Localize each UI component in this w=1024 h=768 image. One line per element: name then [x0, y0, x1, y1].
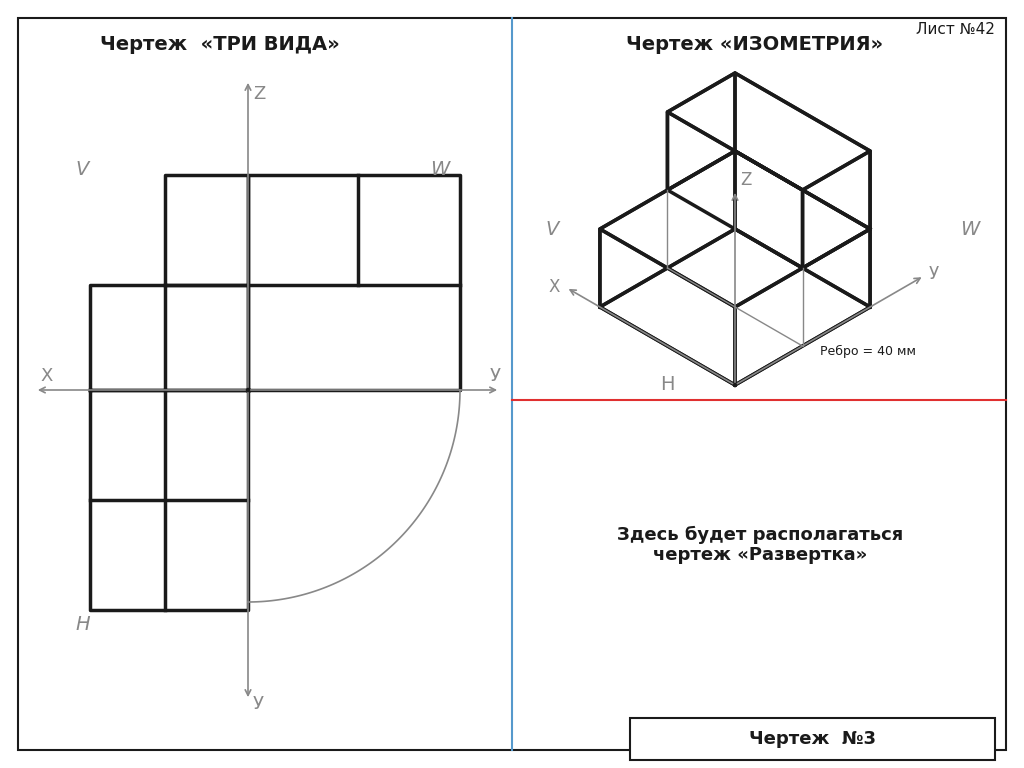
Text: X: X — [40, 367, 52, 385]
Text: Ребро = 40 мм: Ребро = 40 мм — [820, 345, 916, 358]
Text: V: V — [545, 220, 558, 239]
Text: У: У — [490, 367, 501, 385]
Text: Z: Z — [740, 171, 752, 189]
FancyBboxPatch shape — [630, 718, 995, 760]
Text: Н: Н — [75, 615, 90, 634]
FancyBboxPatch shape — [18, 18, 1006, 750]
Text: Z: Z — [253, 85, 265, 103]
Text: W: W — [961, 220, 979, 239]
Text: W: W — [430, 160, 450, 179]
Text: X: X — [548, 279, 559, 296]
Text: Чертеж «ИЗОМЕТРИЯ»: Чертеж «ИЗОМЕТРИЯ» — [627, 35, 884, 54]
Text: Чертеж  «ТРИ ВИДА»: Чертеж «ТРИ ВИДА» — [100, 35, 340, 54]
Text: У: У — [929, 265, 939, 283]
Text: У: У — [253, 695, 264, 713]
Text: Н: Н — [660, 375, 675, 394]
Text: Лист №42: Лист №42 — [916, 22, 995, 37]
Text: V: V — [75, 160, 88, 179]
Text: Чертеж  №3: Чертеж №3 — [749, 730, 876, 748]
Text: Здесь будет располагаться
чертеж «Развертка»: Здесь будет располагаться чертеж «Развер… — [616, 525, 903, 564]
